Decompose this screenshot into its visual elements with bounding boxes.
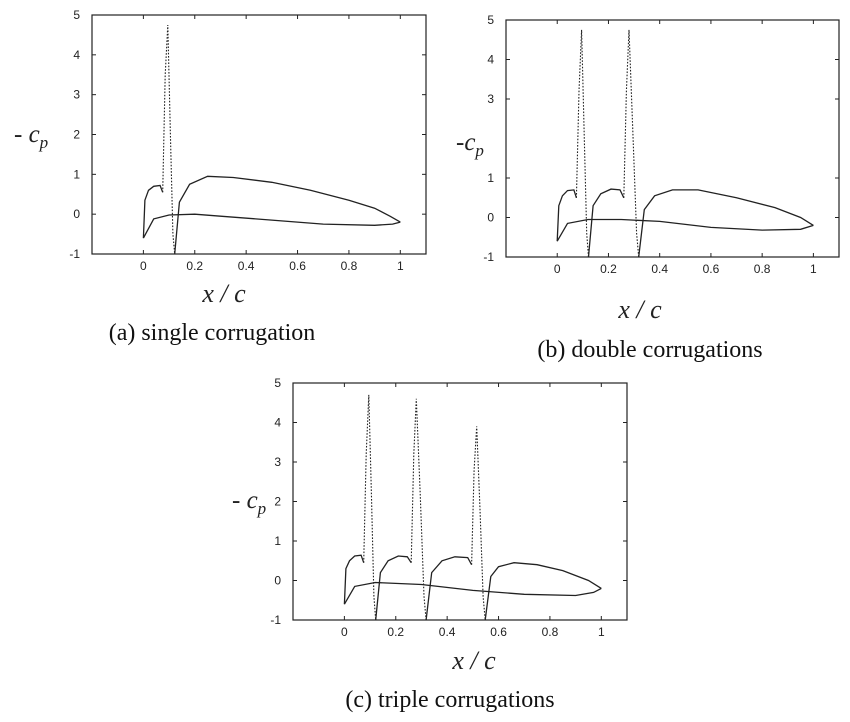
caption-c: (c) triple corrugations bbox=[345, 687, 554, 713]
x-tick-label-b: 0 bbox=[554, 262, 561, 276]
x-tick-label-b: 0.4 bbox=[651, 262, 668, 276]
y-tick-label-a: 1 bbox=[73, 167, 80, 181]
x-tick-label-b: 1 bbox=[810, 262, 817, 276]
x-tick-label-c: 0.4 bbox=[439, 625, 456, 639]
x-tick-label-c: 0.8 bbox=[542, 625, 559, 639]
x-tick-label-c: 0.2 bbox=[387, 625, 404, 639]
y-tick-label-c: 1 bbox=[274, 534, 281, 548]
y-tick-label-b: 5 bbox=[487, 13, 494, 27]
cp-curve-c-6 bbox=[471, 426, 486, 621]
cp-curve-b-1 bbox=[556, 189, 578, 242]
x-tick-label-c: 0 bbox=[341, 625, 348, 639]
x-tick-label-a: 1 bbox=[397, 259, 404, 273]
y-tick-label-c: 5 bbox=[274, 376, 281, 390]
y-tick-label-a: 0 bbox=[73, 207, 80, 221]
cp-curve-a-2 bbox=[162, 24, 176, 255]
y-tick-label-c: 4 bbox=[274, 416, 281, 430]
cp-curve-c-2 bbox=[363, 394, 377, 621]
y-tick-label-a: 4 bbox=[73, 48, 80, 62]
x-tick-label-a: 0.2 bbox=[186, 259, 203, 273]
y-tick-label-c: 0 bbox=[274, 574, 281, 588]
x-tick-label-c: 0.6 bbox=[490, 625, 507, 639]
x-tick-label-b: 0.2 bbox=[600, 262, 617, 276]
y-tick-label-a: 5 bbox=[73, 8, 80, 22]
y-tick-label-b: -1 bbox=[483, 250, 494, 264]
cp-curve-c-1 bbox=[343, 554, 365, 605]
cp-curve-b-3 bbox=[587, 188, 625, 258]
x-tick-label-a: 0 bbox=[140, 259, 147, 273]
cp-curve-a-4 bbox=[142, 213, 401, 239]
x-tick-label-b: 0.8 bbox=[754, 262, 771, 276]
xlabel-a: x / c bbox=[201, 279, 246, 308]
cp-curve-c-5 bbox=[425, 556, 473, 621]
cp-curve-b-2 bbox=[575, 29, 590, 258]
plot-frame-b bbox=[505, 19, 840, 258]
plot-frame-a bbox=[91, 14, 427, 255]
cp-curve-b-5 bbox=[638, 189, 814, 258]
ylabel-c: - cp bbox=[232, 487, 266, 518]
y-tick-label-a: 2 bbox=[73, 128, 80, 142]
cp-curve-c-3 bbox=[375, 555, 412, 621]
y-tick-label-a: -1 bbox=[69, 247, 80, 261]
xlabel-b: x / c bbox=[617, 295, 662, 324]
y-tick-label-b: 0 bbox=[487, 211, 494, 225]
cp-curve-a-1 bbox=[142, 184, 164, 239]
cp-curve-b-4 bbox=[623, 29, 640, 258]
cp-curve-c-4 bbox=[410, 398, 427, 621]
xlabel-c: x / c bbox=[451, 646, 496, 675]
cp-curve-a-3 bbox=[174, 175, 401, 255]
cp-curve-b-6 bbox=[556, 218, 814, 242]
y-tick-label-a: 3 bbox=[73, 88, 80, 102]
x-tick-label-a: 0.8 bbox=[341, 259, 358, 273]
ylabel-b: -cp bbox=[456, 129, 484, 160]
y-tick-label-b: 1 bbox=[487, 171, 494, 185]
caption-b: (b) double corrugations bbox=[537, 337, 762, 363]
x-tick-label-b: 0.6 bbox=[703, 262, 720, 276]
ylabel-a: - cp bbox=[14, 121, 48, 152]
y-tick-label-c: 3 bbox=[274, 455, 281, 469]
y-tick-label-c: 2 bbox=[274, 495, 281, 509]
x-tick-label-c: 1 bbox=[598, 625, 605, 639]
panel-a: - cp 0 0.2 0.4 0.6 0.8 1 -1 0 1 2 3 4 5 x / c (a) si… bbox=[14, 8, 427, 346]
y-tick-label-b: 4 bbox=[487, 53, 494, 67]
y-tick-label-b: 3 bbox=[487, 92, 494, 106]
plot-frame-c bbox=[292, 382, 628, 621]
cp-curve-c-8 bbox=[343, 581, 602, 605]
panel-b: -cp 0 0.2 0.4 0.6 0.8 1 -1 0 1 3 4 5 x / c (b) doub… bbox=[456, 13, 840, 363]
y-tick-label-c: -1 bbox=[270, 613, 281, 627]
panel-c: - cp 0 0.2 0.4 0.6 0.8 1 -1 0 1 2 3 4 5 x / c (c) tr… bbox=[232, 376, 628, 713]
x-tick-label-a: 0.6 bbox=[289, 259, 306, 273]
caption-a: (a) single corrugation bbox=[109, 320, 316, 346]
cp-curve-c-7 bbox=[484, 562, 602, 621]
x-tick-label-a: 0.4 bbox=[238, 259, 255, 273]
